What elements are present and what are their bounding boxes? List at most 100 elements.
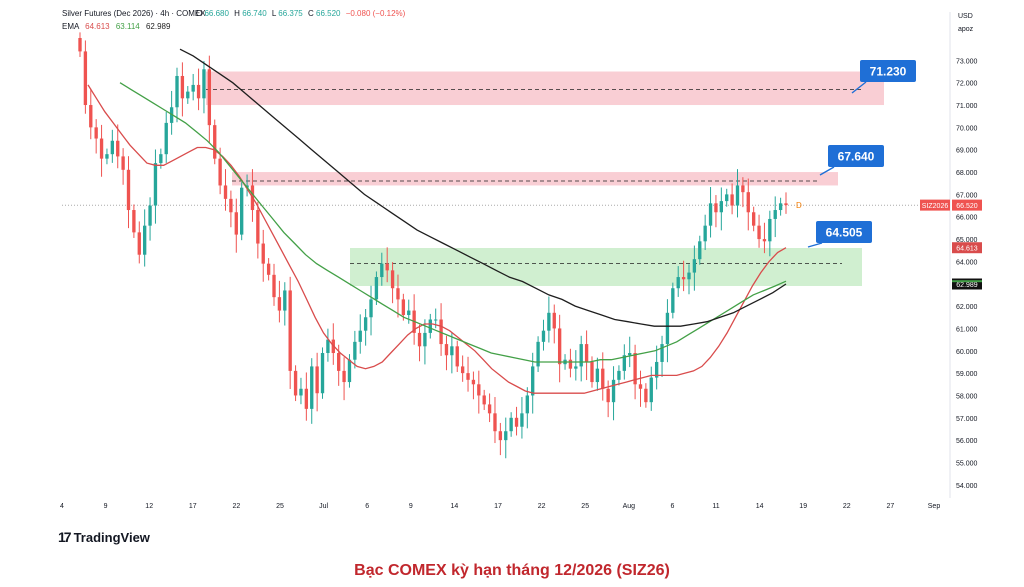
candle-down (746, 192, 750, 213)
candle-up (595, 368, 600, 383)
candle-down (293, 370, 298, 396)
candle-up (105, 154, 109, 159)
candle-down (514, 417, 519, 427)
tradingview-mark-icon: 17 (58, 529, 72, 545)
candle-down (89, 105, 93, 128)
tradingview-logo[interactable]: 17 TradingView (58, 529, 150, 545)
tradingview-wordmark: TradingView (73, 529, 150, 545)
ema-slow-value: 62.989 (146, 22, 171, 31)
candle-down (751, 212, 756, 226)
price-tick-label: 68.000 (956, 170, 978, 177)
candle-up (353, 341, 357, 360)
candle-up (202, 69, 206, 99)
candle-up (240, 187, 244, 235)
time-tick-label: 14 (756, 503, 764, 510)
price-tick-label: 59.000 (956, 371, 978, 378)
candle-down (477, 384, 481, 396)
candle-down (714, 203, 718, 213)
candle-up (579, 344, 583, 367)
price-tick-label: 67.000 (956, 192, 978, 199)
callout-label: 71.230 (870, 65, 907, 79)
price-tags: SIZ2026 66.520 64.613 62.989 D (796, 199, 982, 290)
ema-fast-tag-text: 64.613 (956, 246, 978, 253)
candle-down (99, 138, 104, 159)
resistance-zone (206, 71, 884, 106)
candle-up (428, 319, 432, 333)
candle-up (326, 339, 330, 354)
callout-label: 64.505 (826, 226, 863, 240)
candle-down (396, 288, 400, 300)
candle-up (671, 288, 675, 313)
candle-up (660, 344, 664, 362)
candle-down (741, 185, 745, 193)
candle-down (444, 344, 449, 356)
candle-up (687, 272, 691, 280)
candle-up (541, 330, 546, 342)
candle-up (153, 163, 158, 206)
candle-up (299, 388, 303, 396)
candle-up (698, 241, 702, 260)
candle-down (633, 353, 637, 385)
candle-up (536, 341, 540, 367)
candle-down (342, 370, 346, 383)
callout-pointer (807, 242, 823, 248)
candle-down (261, 243, 265, 264)
candle-up (622, 355, 626, 371)
candle-up (148, 205, 152, 226)
candle-up (611, 379, 616, 403)
ema-lines (87, 48, 787, 394)
ema-mid-line (119, 82, 787, 363)
symbol-title: Silver Futures (Dec 2026) · 4h · COMEX (62, 9, 206, 18)
candle-up (725, 194, 729, 202)
candle-up (676, 277, 680, 289)
candle-up (525, 395, 529, 414)
candle-up (175, 75, 179, 108)
price-tick-label: 72.000 (956, 81, 978, 88)
candle-up (768, 218, 772, 242)
candle-down (337, 353, 341, 371)
ema-fast-tag-bg (952, 242, 982, 254)
price-tick-label: 61.000 (956, 326, 978, 333)
time-tick-label: Aug (623, 503, 636, 510)
candle-down (121, 156, 125, 170)
time-tick-label: 9 (104, 503, 108, 510)
price-axis: 73.000 72.000 71.000 70.000 69.000 68.000 67.0… (956, 58, 978, 489)
candle-up (143, 225, 147, 255)
price-zones (62, 71, 950, 286)
candle-down (644, 388, 648, 403)
time-tick-label: 17 (189, 503, 197, 510)
candle-down (417, 332, 422, 347)
candle-up (380, 263, 384, 278)
time-tick-label: 9 (409, 503, 413, 510)
candle-up (504, 431, 508, 441)
axis-sub-label: apoz (958, 26, 974, 33)
price-tick-label: 62.000 (956, 304, 978, 311)
currency-label: USD (958, 13, 973, 20)
candle-up (159, 154, 163, 164)
last-price-tag-text: 66.520 (956, 203, 978, 210)
candle-down (638, 384, 643, 389)
callout-box (860, 60, 916, 82)
candle-up (773, 210, 777, 219)
ema-mid-value: 63.114 (116, 22, 140, 31)
candle-up (434, 319, 438, 321)
time-axis: 4 9 12 17 22 25 Jul 6 9 14 17 22 25 Aug 6 11 14 19 22 27 Sep (60, 503, 940, 510)
callout-pointer (851, 81, 867, 94)
ohlc-change: −0.080 (−0.12%) (346, 9, 406, 18)
candle-up (708, 203, 713, 226)
candle-down (78, 38, 82, 52)
ema-fast-line (87, 84, 787, 394)
ohlc-h-label: H (234, 9, 240, 18)
candle-up (363, 317, 368, 331)
callout-pointer (819, 166, 835, 176)
candle-down (83, 51, 88, 106)
time-tick-label: 6 (365, 503, 369, 510)
callout-box (828, 145, 884, 167)
candle-down (116, 140, 120, 157)
candle-down (288, 290, 292, 371)
time-tick-label: 11 (712, 503, 719, 510)
ema-mid-marker (952, 280, 982, 283)
ema-fast-value: 64.613 (85, 22, 110, 31)
